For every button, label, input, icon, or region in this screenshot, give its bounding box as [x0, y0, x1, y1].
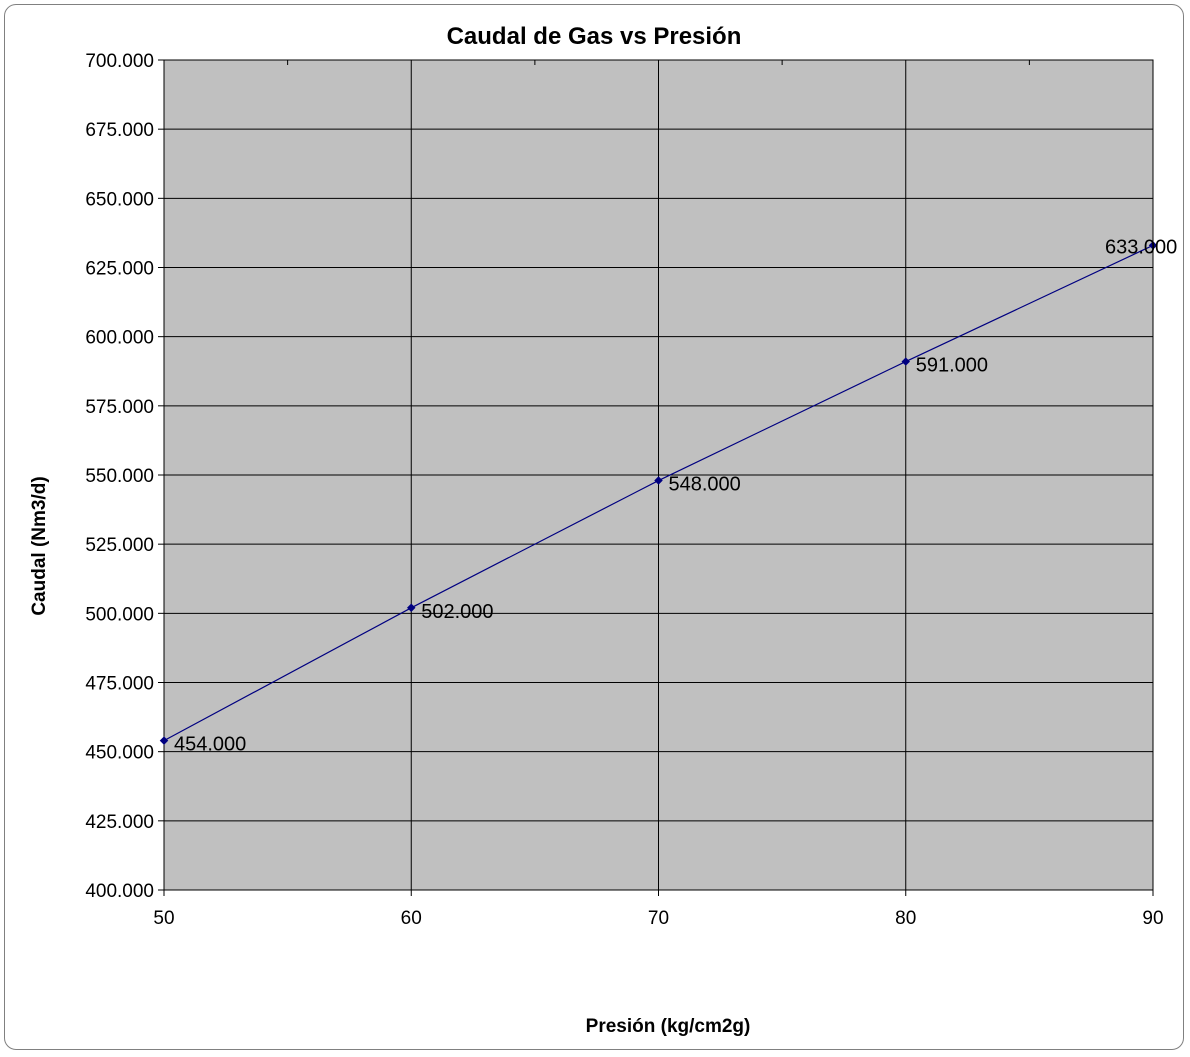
y-tick-label: 575.000: [85, 397, 154, 418]
data-point: [654, 476, 663, 485]
y-tick-label: 675.000: [85, 120, 154, 141]
y-tick-label: 475.000: [85, 674, 154, 695]
data-label: 548.000: [669, 474, 741, 496]
y-tick-label: 600.000: [85, 328, 154, 349]
x-tick-label: 70: [648, 908, 669, 929]
x-tick-label: 60: [401, 908, 422, 929]
y-tick-label: 425.000: [85, 812, 154, 833]
data-label: 454.000: [174, 734, 246, 756]
x-tick-label: 80: [895, 908, 916, 929]
chart-title: Caudal de Gas vs Presión: [447, 23, 742, 50]
x-tick-label: 50: [153, 908, 174, 929]
data-label: 591.000: [916, 355, 988, 377]
y-tick-label: 450.000: [85, 743, 154, 764]
y-tick-label: 700.000: [85, 51, 154, 72]
y-tick-label: 400.000: [85, 881, 154, 902]
y-tick-label: 525.000: [85, 535, 154, 556]
y-tick-label: 650.000: [85, 189, 154, 210]
y-tick-label: 550.000: [85, 466, 154, 487]
data-label: 633.000: [1105, 236, 1177, 258]
y-tick-label: 500.000: [85, 604, 154, 625]
plot-area: 400.000 425.000 450.000 475.000 500.000 525.0…: [85, 51, 1177, 929]
data-point: [901, 357, 910, 366]
x-tick-label: 90: [1142, 908, 1163, 929]
y-axis-title: Caudal (Nm3/d): [29, 476, 50, 615]
data-point: [407, 603, 416, 613]
data-label: 502.000: [421, 601, 493, 623]
x-axis-title: Presión (kg/cm2g): [586, 1016, 751, 1037]
y-tick-label: 625.000: [85, 259, 154, 280]
